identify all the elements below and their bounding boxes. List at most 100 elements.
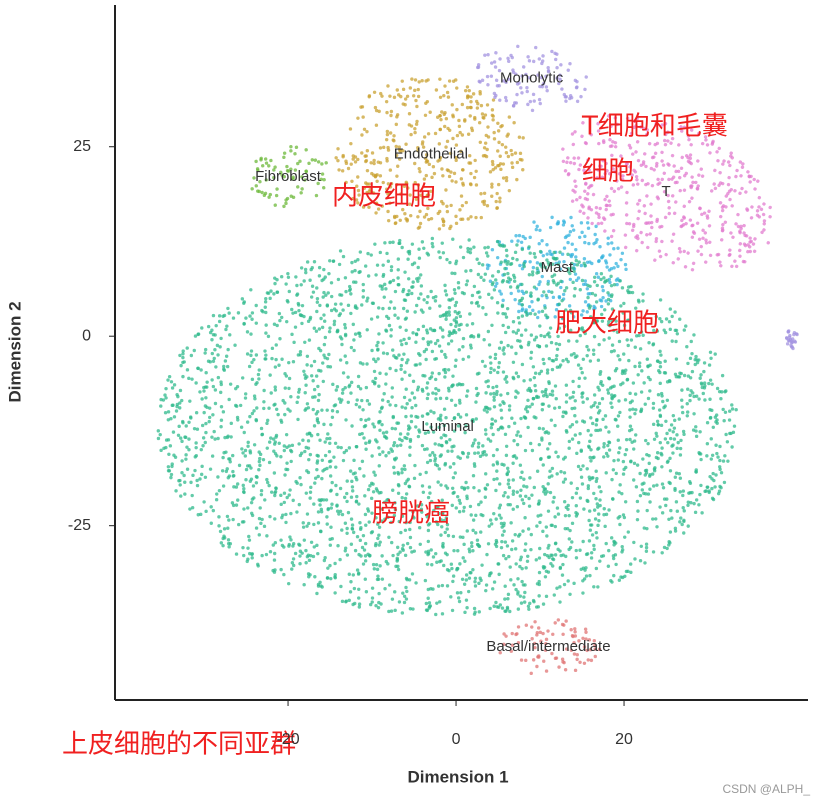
point <box>488 370 493 375</box>
point <box>460 450 465 455</box>
point <box>576 363 581 367</box>
point <box>613 116 618 120</box>
point <box>260 517 264 522</box>
point <box>200 464 204 469</box>
point <box>535 395 539 400</box>
point <box>393 501 397 505</box>
point <box>192 348 196 353</box>
point <box>398 550 402 554</box>
point <box>344 159 348 163</box>
point <box>486 437 491 441</box>
point <box>350 270 354 274</box>
point <box>349 391 353 395</box>
point <box>395 88 399 92</box>
point <box>520 247 525 252</box>
point <box>400 470 404 475</box>
point <box>262 406 266 411</box>
point <box>688 153 693 157</box>
point <box>473 117 477 121</box>
point <box>581 309 585 313</box>
point <box>309 364 314 368</box>
point <box>506 271 510 276</box>
point <box>668 307 673 311</box>
point <box>594 211 599 215</box>
point <box>419 193 423 197</box>
x-tick-label: -20 <box>276 731 299 748</box>
point <box>623 398 628 402</box>
point <box>570 540 574 544</box>
point <box>509 649 513 653</box>
point <box>444 188 448 192</box>
point <box>506 56 510 61</box>
point <box>443 463 447 467</box>
point <box>204 370 208 375</box>
point <box>544 525 549 529</box>
point <box>673 529 678 533</box>
point <box>659 423 664 428</box>
point <box>494 392 499 397</box>
point <box>360 459 365 464</box>
point <box>326 566 330 570</box>
point <box>658 370 662 375</box>
point <box>743 243 748 248</box>
point <box>704 138 708 142</box>
point <box>444 355 448 360</box>
point <box>231 517 235 522</box>
point <box>708 350 713 354</box>
point <box>260 432 265 437</box>
point <box>738 248 742 253</box>
point <box>457 348 461 352</box>
point <box>471 568 475 572</box>
point <box>399 363 404 368</box>
point <box>465 105 470 110</box>
point <box>449 170 453 174</box>
point <box>322 353 326 357</box>
point <box>371 490 376 494</box>
point <box>532 641 537 646</box>
point <box>596 585 600 589</box>
point <box>204 421 208 426</box>
point <box>531 658 536 662</box>
point <box>426 132 431 136</box>
point <box>792 331 797 335</box>
point <box>500 123 504 128</box>
point <box>558 565 563 570</box>
point <box>476 391 480 396</box>
point <box>345 499 349 504</box>
point <box>734 174 738 179</box>
point <box>163 411 168 415</box>
point <box>208 360 212 364</box>
point <box>269 158 273 163</box>
point <box>456 549 460 553</box>
point <box>172 383 177 387</box>
point <box>515 433 519 437</box>
point <box>498 651 502 655</box>
point <box>478 80 482 84</box>
point <box>182 473 186 478</box>
point <box>422 135 427 139</box>
point <box>417 80 421 84</box>
point <box>563 169 568 173</box>
point <box>568 425 572 429</box>
point <box>518 564 522 569</box>
point <box>254 418 258 422</box>
point <box>708 474 712 479</box>
point <box>471 335 476 339</box>
point <box>649 166 654 171</box>
point <box>756 179 760 183</box>
point <box>762 202 766 206</box>
point <box>319 316 323 321</box>
point <box>703 135 708 139</box>
point <box>515 177 519 182</box>
point <box>660 150 664 155</box>
point <box>589 183 594 188</box>
point <box>345 526 349 531</box>
point <box>356 175 360 179</box>
point <box>501 494 506 498</box>
point <box>439 518 443 522</box>
point <box>387 451 391 455</box>
point <box>570 521 575 526</box>
point <box>609 186 614 191</box>
point <box>702 381 707 385</box>
point <box>393 508 398 512</box>
